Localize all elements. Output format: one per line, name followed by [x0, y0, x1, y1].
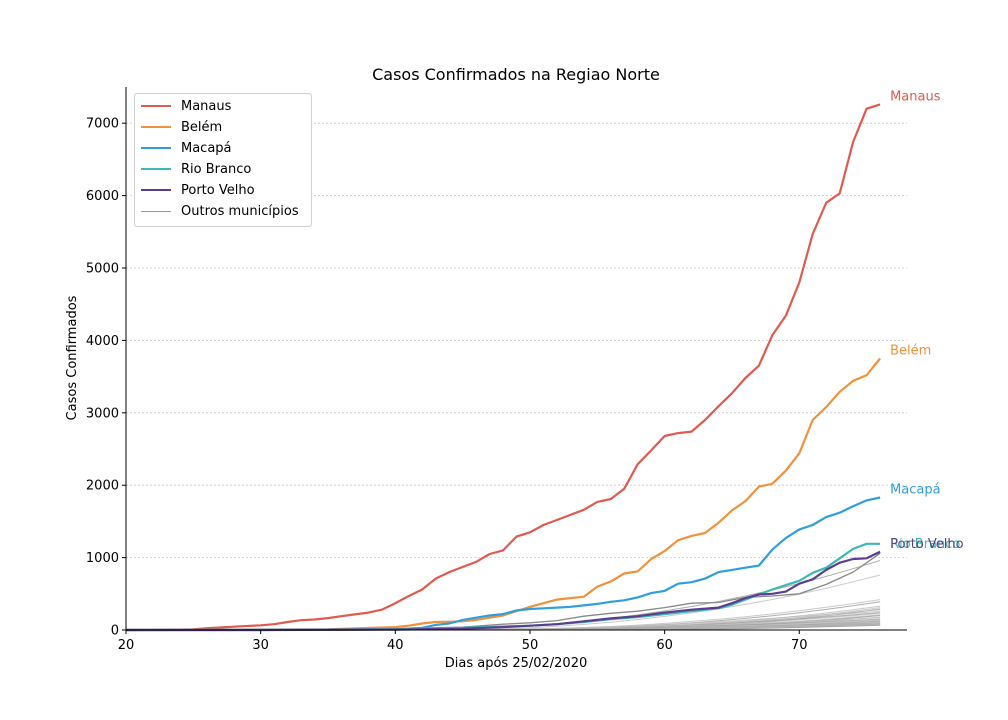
x-axis-label: Dias após 25/02/2020 [445, 656, 588, 671]
y-tick-label: 4000 [86, 334, 119, 349]
legend-label: Manaus [181, 98, 232, 114]
y-tick-label: 2000 [86, 479, 119, 494]
series-end-label: Manaus [890, 89, 941, 104]
y-tick-label: 0 [111, 624, 119, 639]
legend-label: Belém [181, 119, 223, 135]
y-tick-label: 3000 [86, 406, 119, 421]
legend: Manaus Belém Macapá Rio Branco Porto Vel… [134, 93, 312, 227]
legend-item-belem: Belém [141, 117, 222, 137]
y-axis-label: Casos Confirmados [65, 295, 80, 420]
y-tick-label: 5000 [86, 262, 119, 277]
series-line-macap- [126, 496, 881, 632]
legend-swatch-macapa [141, 147, 171, 149]
legend-swatch-manaus [141, 105, 171, 107]
legend-label: Rio Branco [181, 161, 252, 177]
legend-swatch-rio-branco [141, 168, 171, 170]
legend-item-macapa: Macapá [141, 138, 232, 158]
x-tick-label: 20 [118, 638, 135, 653]
x-tick-label: 40 [387, 638, 404, 653]
legend-item-outros: Outros municípios [141, 201, 299, 221]
x-tick-label: 30 [252, 638, 269, 653]
series-lines [125, 103, 881, 632]
legend-swatch-outros [141, 210, 171, 212]
series-line-porto-velho [126, 550, 881, 632]
series-end-label: Porto Velho [890, 537, 964, 552]
y-tick-label: 1000 [86, 551, 119, 566]
y-tick-label: 6000 [86, 189, 119, 204]
series-end-label: Belém [890, 344, 931, 359]
legend-label: Porto Velho [181, 182, 255, 198]
axes: 0 1000 2000 3000 4000 5000 6000 7000 20 30 40 50 60 7… [86, 87, 907, 653]
x-tick-label: 50 [522, 638, 539, 653]
legend-item-manaus: Manaus [141, 96, 231, 116]
series-line-manaus [125, 103, 881, 632]
series-end-label: Rio Branco [890, 537, 960, 552]
legend-label: Outros municípios [181, 203, 299, 219]
legend-item-porto-velho: Porto Velho [141, 180, 255, 200]
legend-label: Macapá [181, 140, 232, 156]
chart-title: Casos Confirmados na Regiao Norte [372, 65, 660, 84]
legend-swatch-porto-velho [141, 189, 171, 191]
legend-item-rio-branco: Rio Branco [141, 159, 251, 179]
x-tick-label: 70 [791, 638, 808, 653]
legend-swatch-belem [141, 126, 171, 128]
x-tick-label: 60 [656, 638, 673, 653]
y-tick-label: 7000 [86, 117, 119, 132]
series-line-bel-m [125, 357, 881, 632]
series-end-label: Macapá [890, 483, 941, 498]
